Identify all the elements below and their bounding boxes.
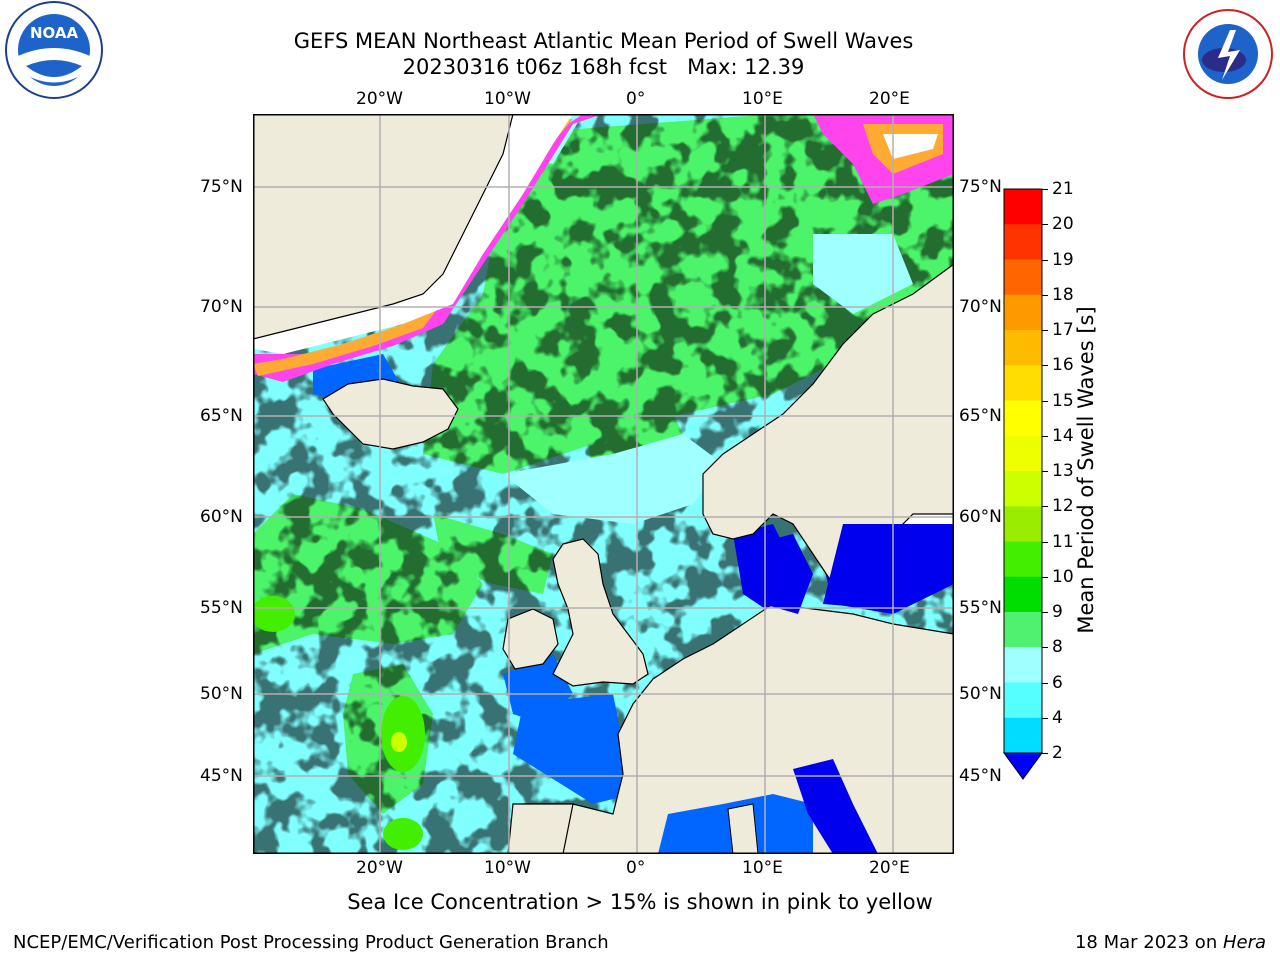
lon-label-top: 0° [626, 89, 646, 109]
lon-label-top: 10°W [484, 89, 531, 109]
colorbar-segment [1004, 365, 1042, 401]
swell-peaks [253, 596, 425, 850]
colorbar-tick-mark [1042, 330, 1048, 331]
colorbar-segment [1004, 259, 1042, 296]
colorbar-tick-mark [1042, 259, 1048, 261]
colorbar-tick-label: 16 [1052, 355, 1074, 376]
footer-credit: NCEP/EMC/Verification Post Processing Pr… [13, 932, 609, 953]
lat-label-right: 50°N [959, 684, 1002, 704]
colorbar-tick-mark [1042, 506, 1048, 508]
colorbar-tick-mark [1042, 435, 1048, 437]
colorbar-tick-label: 4 [1052, 707, 1063, 728]
colorbar-tick-label: 9 [1052, 602, 1063, 622]
colorbar-segment [1004, 294, 1042, 331]
lon-label-bottom: 10°W [484, 858, 531, 878]
lat-label-right: 60°N [959, 507, 1002, 527]
lat-label-left: 60°N [200, 507, 243, 527]
lat-label-left: 55°N [200, 598, 243, 618]
lat-label-right: 70°N [959, 297, 1002, 317]
sea-ice-note: Sea Ice Concentration > 15% is shown in … [347, 890, 933, 914]
chart-title-line2: 20230316 t06z 168h fcst Max: 12.39 [402, 55, 805, 79]
lat-label-left: 50°N [200, 684, 243, 704]
colorbar-tick-label: 2 [1052, 743, 1063, 763]
colorbar-tick-label: 12 [1052, 496, 1074, 517]
colorbar-segment [1004, 189, 1042, 225]
lon-label-top: 20°E [869, 89, 910, 109]
mediterranean-sea [658, 759, 878, 854]
colorbar-segment [1004, 682, 1042, 719]
lon-label-bottom: 20°W [356, 858, 403, 878]
lat-label-left: 65°N [200, 406, 243, 426]
lat-label-right: 75°N [959, 177, 1002, 197]
colorbar-tick-label: 13 [1052, 461, 1074, 481]
colorbar-segment [1004, 541, 1042, 578]
lat-label-left: 70°N [200, 297, 243, 317]
colorbar-tick-mark [1042, 541, 1048, 543]
colorbar-tick-label: 20 [1052, 214, 1074, 235]
nws-logo [1178, 8, 1278, 100]
colorbar-tick-mark [1042, 471, 1048, 472]
colorbar-segment [1004, 471, 1042, 507]
colorbar-segment [1004, 435, 1042, 472]
noaa-logo: NOAA [4, 0, 104, 100]
footer-host: Hera [1222, 932, 1266, 953]
lat-label-right: 65°N [959, 406, 1002, 426]
baltic-sea-east [823, 524, 933, 609]
map-frame [253, 114, 954, 854]
colorbar-tick-label: 21 [1052, 179, 1074, 199]
colorbar-tick-label: 11 [1052, 531, 1074, 552]
colorbar-segment [1004, 647, 1042, 683]
map-graticule [253, 114, 954, 854]
colorbar-tick-mark [1042, 717, 1048, 719]
colorbar-segment [1004, 717, 1042, 754]
lat-label-right: 55°N [959, 598, 1002, 618]
colorbar-tick-mark [1042, 400, 1048, 402]
chart-title-line1: GEFS MEAN Northeast Atlantic Mean Period… [293, 29, 914, 53]
colorbar-tick-label: 14 [1052, 425, 1074, 446]
colorbar-extend-arrow [1003, 752, 1043, 780]
lat-label-left: 45°N [200, 766, 243, 786]
colorbar-tick-mark [1042, 576, 1048, 578]
baltic-sea [753, 534, 813, 614]
colorbar-tick-mark [1042, 682, 1048, 684]
colorbar-tick-mark [1042, 224, 1048, 226]
footer-date-text: 18 Mar 2023 on [1074, 932, 1223, 953]
lat-label-left: 75°N [200, 177, 243, 197]
colorbar-tick-mark [1042, 612, 1048, 613]
colorbar-tick-mark [1042, 647, 1048, 649]
colorbar-tick-label: 19 [1052, 249, 1074, 270]
colorbar-tick-label: 10 [1052, 566, 1074, 587]
colorbar-tick-mark [1042, 189, 1048, 190]
colorbar-segment [1004, 400, 1042, 437]
lon-label-bottom: 0° [626, 858, 646, 878]
colorbar [1000, 185, 1048, 785]
lat-label-right: 45°N [959, 766, 1002, 786]
colorbar-tick-mark [1042, 753, 1048, 754]
colorbar-segment [1004, 612, 1042, 648]
lon-label-bottom: 20°E [869, 858, 910, 878]
lon-label-top: 20°W [356, 89, 403, 109]
colorbar-segment [1004, 506, 1042, 542]
noaa-logo-text: NOAA [30, 24, 79, 42]
lon-label-bottom: 10°E [742, 858, 783, 878]
colorbar-tick-label: 15 [1052, 390, 1074, 411]
lon-label-top: 10°E [742, 89, 783, 109]
colorbar-tick-label: 17 [1052, 320, 1074, 340]
colorbar-segment [1004, 224, 1042, 260]
colorbar-tick-mark [1042, 365, 1048, 367]
footer-date: 18 Mar 2023 on Hera [1075, 932, 1266, 954]
swell-period-map [253, 114, 954, 854]
colorbar-tick-mark [1042, 294, 1048, 296]
colorbar-tick-label: 8 [1052, 637, 1063, 658]
colorbar-label-text: Mean Period of Swell Waves [s] [1074, 306, 1098, 634]
colorbar-tick-label: 6 [1052, 672, 1063, 693]
colorbar-tick-label: 18 [1052, 284, 1074, 305]
colorbar-segment [1004, 330, 1042, 366]
colorbar-segment [1004, 576, 1042, 613]
